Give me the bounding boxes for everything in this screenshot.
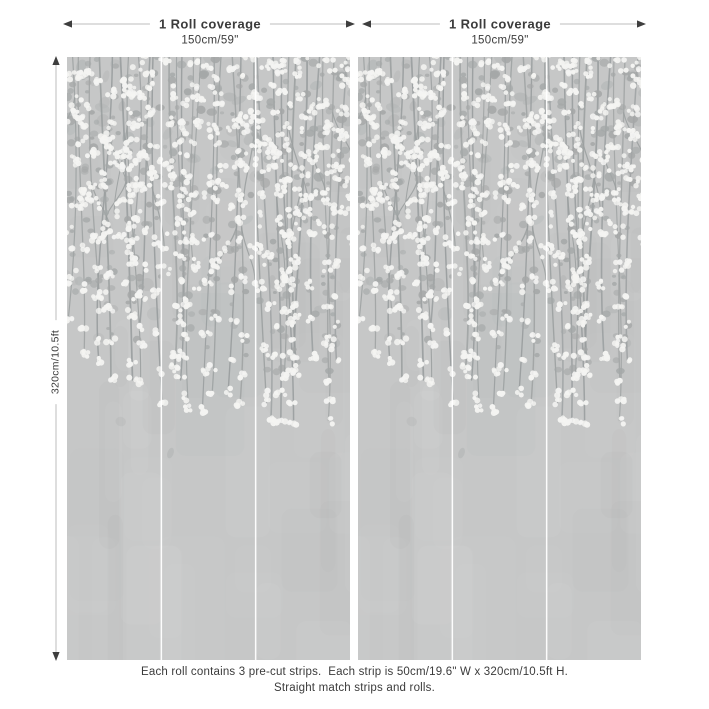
- arrow-down-icon: [52, 652, 60, 661]
- roll-coverage-label-1: 1 Roll coverage: [149, 16, 271, 32]
- arrow-right-icon: [637, 20, 646, 28]
- footer-note-line-1: Each roll contains 3 pre-cut strips. Eac…: [141, 666, 568, 678]
- roll-width-dimension-2: 150cm/59": [471, 34, 529, 47]
- roll-height-dimension: 320cm/10.5ft: [49, 319, 63, 405]
- arrow-right-icon: [346, 20, 355, 28]
- arrow-left-icon: [63, 20, 72, 28]
- arrow-left-icon: [362, 20, 371, 28]
- roll-coverage-label-2: 1 Roll coverage: [439, 16, 561, 32]
- footer-note-line-2: Straight match strips and rolls.: [273, 682, 436, 694]
- arrow-up-icon: [52, 56, 60, 65]
- roll-width-dimension-1: 150cm/59": [181, 34, 239, 47]
